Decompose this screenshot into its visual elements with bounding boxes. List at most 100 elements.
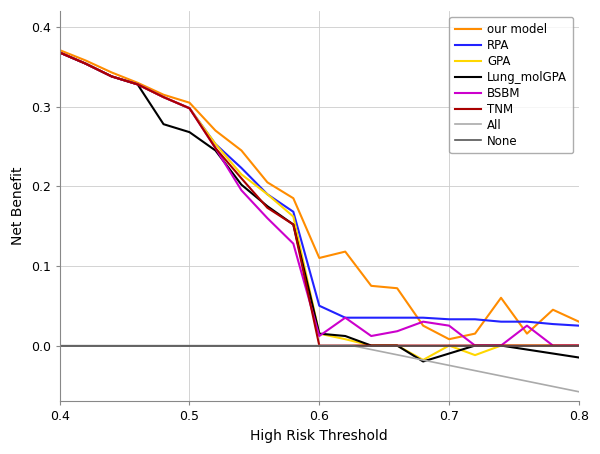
- BSBM: [238, 188, 245, 193]
- Lung_molGPA: [472, 343, 479, 348]
- Lung_molGPA: [290, 222, 297, 227]
- Line: our model: our model: [59, 50, 579, 339]
- GPA: [186, 105, 193, 111]
- GPA: [368, 343, 375, 348]
- RPA: [472, 316, 479, 322]
- GPA: [419, 357, 427, 363]
- GPA: [264, 192, 271, 197]
- Lung_molGPA: [108, 74, 115, 79]
- our model: [575, 319, 583, 325]
- BSBM: [186, 105, 193, 111]
- X-axis label: High Risk Threshold: High Risk Threshold: [250, 429, 388, 443]
- GPA: [472, 352, 479, 358]
- TNM: [212, 145, 219, 151]
- BSBM: [160, 94, 167, 100]
- Lung_molGPA: [445, 351, 452, 356]
- All: [348, 343, 355, 348]
- Lung_molGPA: [368, 343, 375, 348]
- TNM: [290, 222, 297, 227]
- GPA: [394, 343, 401, 348]
- TNM: [264, 205, 271, 211]
- RPA: [394, 315, 401, 321]
- GPA: [290, 214, 297, 219]
- RPA: [575, 323, 583, 328]
- TNM: [186, 105, 193, 111]
- GPA: [523, 343, 530, 348]
- GPA: [108, 74, 115, 79]
- GPA: [550, 343, 557, 348]
- Line: All: All: [59, 345, 579, 392]
- Lung_molGPA: [212, 148, 219, 153]
- BSBM: [341, 315, 349, 321]
- BSBM: [56, 50, 63, 55]
- TNM: [497, 343, 505, 348]
- RPA: [523, 319, 530, 325]
- TNM: [394, 343, 401, 348]
- TNM: [523, 343, 530, 348]
- TNM: [419, 343, 427, 348]
- GPA: [316, 331, 323, 336]
- Lung_molGPA: [238, 182, 245, 188]
- our model: [264, 180, 271, 185]
- RPA: [238, 165, 245, 171]
- our model: [134, 80, 141, 85]
- BSBM: [419, 319, 427, 325]
- our model: [56, 47, 63, 53]
- RPA: [445, 316, 452, 322]
- GPA: [575, 343, 583, 348]
- RPA: [160, 94, 167, 100]
- GPA: [497, 343, 505, 348]
- RPA: [82, 61, 89, 66]
- TNM: [82, 61, 89, 66]
- RPA: [108, 74, 115, 79]
- Line: BSBM: BSBM: [59, 53, 579, 345]
- our model: [212, 128, 219, 133]
- our model: [550, 307, 557, 312]
- RPA: [56, 50, 63, 55]
- TNM: [134, 82, 141, 87]
- RPA: [368, 315, 375, 321]
- RPA: [341, 315, 349, 321]
- RPA: [550, 321, 557, 327]
- our model: [186, 100, 193, 105]
- GPA: [82, 61, 89, 66]
- Legend: our model, RPA, GPA, Lung_molGPA, BSBM, TNM, All, None: our model, RPA, GPA, Lung_molGPA, BSBM, …: [449, 17, 573, 153]
- our model: [238, 148, 245, 153]
- our model: [82, 58, 89, 63]
- BSBM: [290, 241, 297, 247]
- TNM: [445, 343, 452, 348]
- Line: TNM: TNM: [59, 53, 579, 345]
- TNM: [341, 343, 349, 348]
- our model: [497, 295, 505, 301]
- Lung_molGPA: [56, 50, 63, 55]
- BSBM: [316, 333, 323, 339]
- Lung_molGPA: [341, 333, 349, 339]
- TNM: [160, 94, 167, 100]
- All: [56, 343, 63, 348]
- Lung_molGPA: [394, 343, 401, 348]
- BSBM: [472, 343, 479, 348]
- Y-axis label: Net Benefit: Net Benefit: [11, 167, 25, 246]
- Line: Lung_molGPA: Lung_molGPA: [59, 53, 579, 361]
- BSBM: [575, 343, 583, 348]
- RPA: [134, 82, 141, 87]
- Lung_molGPA: [497, 343, 505, 348]
- Lung_molGPA: [134, 82, 141, 87]
- GPA: [134, 82, 141, 87]
- RPA: [290, 209, 297, 214]
- GPA: [160, 94, 167, 100]
- TNM: [550, 343, 557, 348]
- BSBM: [134, 82, 141, 87]
- our model: [368, 283, 375, 289]
- BSBM: [368, 333, 375, 339]
- our model: [523, 331, 530, 336]
- Line: GPA: GPA: [59, 53, 579, 360]
- our model: [419, 323, 427, 328]
- Lung_molGPA: [575, 355, 583, 360]
- BSBM: [212, 145, 219, 151]
- Lung_molGPA: [523, 347, 530, 352]
- GPA: [56, 50, 63, 55]
- Lung_molGPA: [419, 359, 427, 364]
- GPA: [212, 141, 219, 147]
- RPA: [316, 303, 323, 308]
